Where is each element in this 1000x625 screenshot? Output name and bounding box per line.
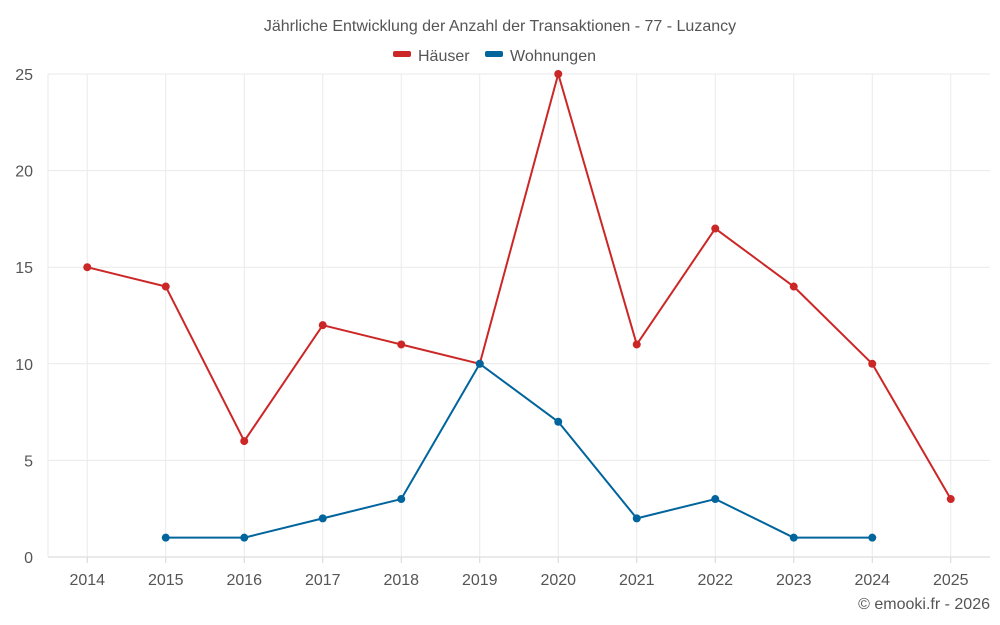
data-point-wohnungen[interactable]	[632, 514, 641, 523]
x-tick-label: 2024	[854, 572, 890, 589]
legend-swatch-haeuser	[393, 51, 411, 57]
x-tick-label: 2018	[383, 572, 419, 589]
y-tick-label: 0	[24, 550, 33, 567]
data-point-wohnungen[interactable]	[868, 533, 877, 542]
data-point-haeuser[interactable]	[946, 495, 955, 504]
data-point-haeuser[interactable]	[789, 282, 798, 291]
chart-legend: Häuser Wohnungen	[393, 48, 596, 65]
x-axis: 2014 2015 2016 2017 2018 2019 2020 2021 2022 2023…	[69, 557, 969, 589]
data-point-haeuser[interactable]	[318, 321, 327, 330]
data-point-haeuser[interactable]	[83, 263, 92, 272]
data-point-wohnungen[interactable]	[240, 533, 249, 542]
x-tick-label: 2023	[776, 572, 812, 589]
data-point-wohnungen[interactable]	[475, 359, 484, 368]
x-tick-label: 2017	[305, 572, 341, 589]
x-tick-label: 2019	[462, 572, 498, 589]
series-line-wohnungen	[165, 362, 873, 539]
data-point-haeuser[interactable]	[632, 340, 641, 349]
y-tick-label: 10	[15, 357, 33, 374]
x-tick-label: 2025	[933, 572, 969, 589]
data-point-wohnungen[interactable]	[789, 533, 798, 542]
legend-swatch-wohnungen	[485, 51, 503, 57]
data-point-wohnungen[interactable]	[554, 417, 563, 426]
legend-label-wohnungen: Wohnungen	[510, 48, 596, 65]
x-tick-label: 2015	[148, 572, 184, 589]
data-point-wohnungen[interactable]	[711, 495, 720, 504]
x-tick-label: 2021	[619, 572, 655, 589]
x-tick-label: 2020	[540, 572, 576, 589]
y-tick-label: 15	[15, 260, 33, 277]
x-tick-label: 2014	[69, 572, 105, 589]
x-tick-label: 2016	[226, 572, 262, 589]
data-series	[83, 70, 955, 542]
y-tick-label: 25	[15, 67, 33, 84]
data-point-wohnungen[interactable]	[397, 495, 406, 504]
legend-item-wohnungen[interactable]: Wohnungen	[485, 48, 596, 65]
data-point-haeuser[interactable]	[868, 359, 877, 368]
data-point-haeuser[interactable]	[397, 340, 406, 349]
y-tick-label: 5	[24, 453, 33, 470]
series-wohnungen	[161, 359, 877, 542]
data-point-haeuser[interactable]	[554, 70, 563, 78]
x-tick-label: 2022	[697, 572, 733, 589]
chart-title: Jährliche Entwicklung der Anzahl der Tra…	[264, 18, 736, 35]
data-point-haeuser[interactable]	[161, 282, 170, 291]
data-point-wohnungen[interactable]	[318, 514, 327, 523]
legend-label-haeuser: Häuser	[418, 48, 470, 65]
series-line-haeuser	[87, 73, 952, 500]
data-point-wohnungen[interactable]	[161, 533, 170, 542]
data-point-haeuser[interactable]	[711, 224, 720, 233]
y-axis: 0 5 10 15 20 25	[15, 67, 33, 567]
data-point-haeuser[interactable]	[240, 437, 249, 446]
legend-item-haeuser[interactable]: Häuser	[393, 48, 470, 65]
series-haeuser	[83, 70, 955, 504]
credit-text: © emooki.fr - 2026	[858, 596, 990, 613]
grid-lines	[47, 73, 990, 558]
y-tick-label: 20	[15, 164, 33, 181]
